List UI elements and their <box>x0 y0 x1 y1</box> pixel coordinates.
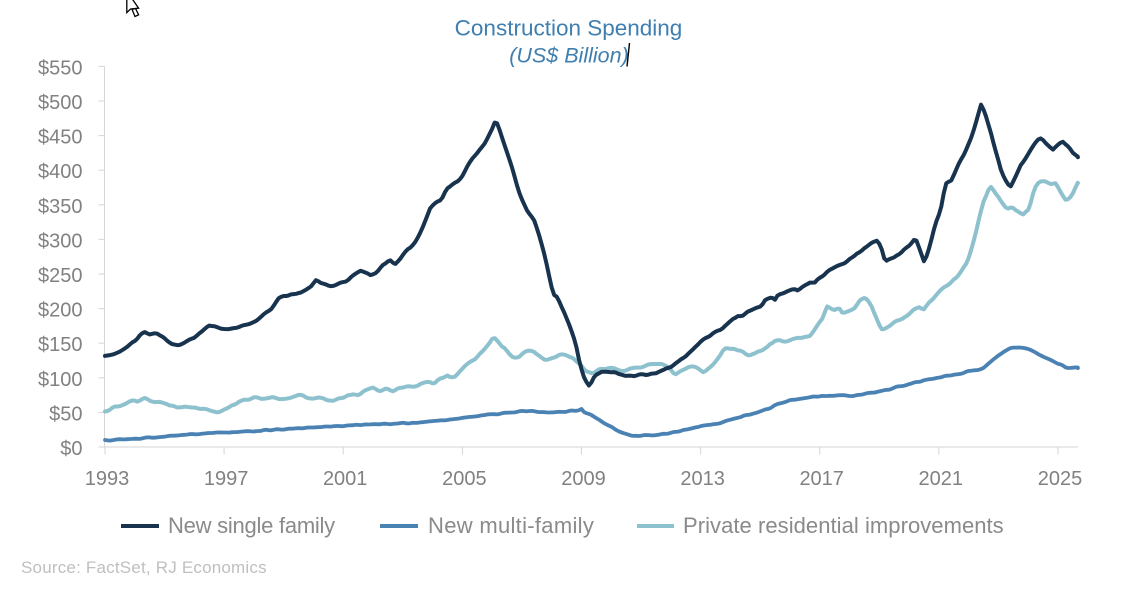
svg-text:2013: 2013 <box>680 468 725 490</box>
svg-text:(US$ Billion): (US$ Billion) <box>509 44 628 68</box>
svg-text:$300: $300 <box>38 230 83 252</box>
svg-text:2025: 2025 <box>1038 468 1083 490</box>
svg-text:$500: $500 <box>38 92 83 114</box>
svg-text:2005: 2005 <box>442 468 487 490</box>
svg-text:$550: $550 <box>38 57 83 79</box>
svg-text:$0: $0 <box>60 438 82 460</box>
svg-text:1993: 1993 <box>85 468 130 490</box>
svg-text:2017: 2017 <box>799 468 844 490</box>
svg-text:$350: $350 <box>38 196 83 218</box>
svg-text:$100: $100 <box>38 369 83 391</box>
svg-text:2001: 2001 <box>323 468 368 490</box>
svg-text:$200: $200 <box>38 300 83 322</box>
svg-text:2021: 2021 <box>919 468 964 490</box>
svg-text:$250: $250 <box>38 265 83 287</box>
svg-text:Source: FactSet, RJ Economics: Source: FactSet, RJ Economics <box>21 558 267 577</box>
svg-text:$150: $150 <box>38 334 83 356</box>
svg-text:$400: $400 <box>38 161 83 183</box>
svg-text:2009: 2009 <box>561 468 606 490</box>
svg-text:Construction Spending: Construction Spending <box>455 16 683 41</box>
svg-text:New multi-family: New multi-family <box>428 513 594 538</box>
svg-text:New single family: New single family <box>168 513 335 538</box>
svg-text:$50: $50 <box>49 403 82 425</box>
svg-text:Private residential improvemen: Private residential improvements <box>683 513 1004 538</box>
svg-text:1997: 1997 <box>204 468 249 490</box>
svg-text:$450: $450 <box>38 127 83 149</box>
